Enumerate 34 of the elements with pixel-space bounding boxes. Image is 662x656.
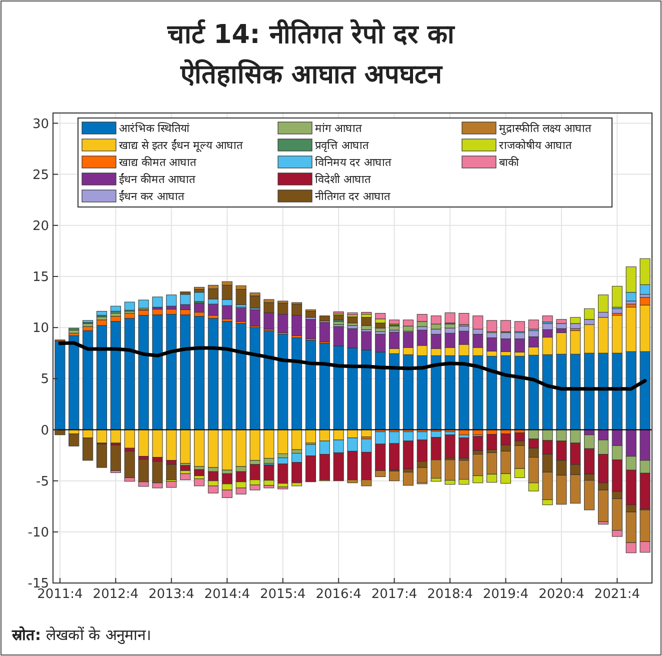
y-tick-label: 0 <box>40 423 49 438</box>
y-tick-label: 25 <box>32 168 49 183</box>
y-tick-label: 15 <box>32 270 49 286</box>
y-tick-label: 10 <box>32 321 49 336</box>
legend-label: आरंभिक स्थितियां <box>119 122 190 135</box>
legend-label: प्रवृत्ति आघात <box>315 139 370 152</box>
legend-label: ईंधन कर आघात <box>119 190 185 203</box>
legend-label: मुद्रास्फीति लक्ष्य आघात <box>499 122 592 135</box>
legend-label: राजकोषीय आघात <box>499 139 572 152</box>
legend-label: मांग आघात <box>315 122 362 135</box>
legend-label: ईंधन कीमत आघात <box>119 173 196 186</box>
x-tick-label: 2020:4 <box>538 587 584 602</box>
x-tick-label: 2016:4 <box>316 587 362 602</box>
x-tick-label: 2017:4 <box>371 587 418 602</box>
x-tick-label: 2012:4 <box>92 587 139 602</box>
y-tick-label: 20 <box>32 218 49 234</box>
y-tick-label: 30 <box>32 116 49 132</box>
chart-title: चार्ट 14: नीतिगत रेपो दर का ऐतिहासिक आघात अपघटन <box>166 19 456 90</box>
y-tick-label: 5 <box>40 372 49 388</box>
legend-label: खाद्य कीमत आघात <box>119 156 197 169</box>
x-tick-label: 2018:4 <box>427 587 473 602</box>
legend-label: नीतिगत दर आघात <box>315 190 391 203</box>
x-tick-label: 2021:4 <box>594 587 640 602</box>
x-tick-label: 2015:4 <box>260 587 306 602</box>
y-tick-label: -10 <box>28 525 49 540</box>
legend-label: खाद्य से इतर ईंधन मूल्य आघात <box>119 139 244 153</box>
x-tick-label: 2019:4 <box>482 587 529 602</box>
legend-label: विनिमय दर आघात <box>315 156 392 169</box>
x-tick-label: 2014:4 <box>204 587 250 602</box>
text: स्रोत: लेखकों के अनुमान। <box>11 626 152 645</box>
legend-label: बाकी <box>499 156 519 169</box>
legend-label: विदेशी आघात <box>315 173 372 186</box>
y-tick-label: -5 <box>36 474 49 490</box>
x-tick-label: 2013:4 <box>148 587 194 602</box>
